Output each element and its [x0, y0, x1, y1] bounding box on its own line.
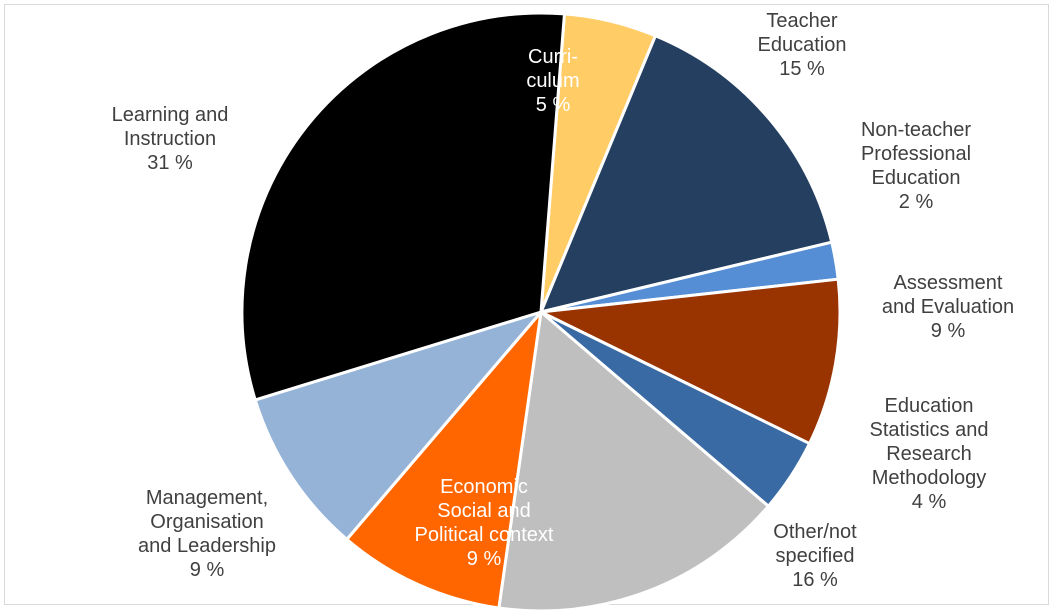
slice-label-line: 5 % [536, 94, 571, 116]
slice-label-line: Education [872, 167, 961, 189]
slice-label-line: and Evaluation [882, 296, 1014, 318]
slice-label: Management, Organisation and Leadership 9 % [138, 487, 276, 581]
pie-slice [539, 34, 834, 314]
slice-label: Other/not specified 16 % [773, 521, 857, 591]
slice-label-line: Education [885, 395, 974, 417]
slice-label-line: Teacher [766, 10, 837, 32]
pie-slice [253, 310, 543, 541]
slice-label: Assessment and Evaluation 9 % [882, 272, 1014, 342]
slice-label-line: 16 % [792, 569, 838, 591]
slice-label-line: 31 % [147, 152, 193, 174]
slice-label-line: specified [776, 545, 855, 567]
slice-label-line: Curri- [528, 46, 578, 68]
slice-label: Non-teacher Professional Education 2 % [861, 119, 971, 213]
slice-label-line: Organisation [150, 511, 263, 533]
slice-label-line: culum [526, 70, 579, 92]
slice-label-line: Learning and [112, 104, 229, 126]
slice-label-line: 15 % [779, 58, 825, 80]
pie-labels: Curri-culum 5 %Teacher Education 15 %Non-te… [112, 10, 1015, 591]
slice-label-line: Other/not [773, 521, 857, 543]
slice-label: Education Statistics and Research Methodolo… [870, 395, 989, 513]
slice-label-line: Professional [861, 143, 971, 165]
slice-label-line: Education [758, 34, 847, 56]
slice-label-line: Research [886, 443, 972, 465]
slice-label-line: 9 % [931, 320, 966, 342]
slice-label-line: 4 % [912, 491, 947, 513]
slice-label-line: Political context [415, 524, 554, 546]
slice-label-line: 9 % [467, 548, 502, 570]
slice-label: Curri-culum 5 % [526, 46, 579, 116]
pie-slices [240, 11, 842, 610]
slice-label-line: and Leadership [138, 535, 276, 557]
pie-slice [497, 310, 770, 610]
slice-label: Learning and Instruction 31 % [112, 104, 229, 174]
slice-label-line: 9 % [190, 559, 225, 581]
slice-label-line: Social and [437, 500, 530, 522]
slice-label-line: Instruction [124, 128, 216, 150]
pie-slice [345, 310, 543, 610]
slice-label-line: Statistics and [870, 419, 989, 441]
pie-slice [240, 11, 566, 402]
slice-label-line: Non-teacher [861, 119, 971, 141]
pie-slice [539, 277, 842, 446]
slice-label: Teacher Education 15 % [758, 10, 847, 80]
slice-label-line: Assessment [894, 272, 1003, 294]
slice-label: Economic Social and Political context 9 % [415, 476, 554, 570]
slice-label-line: 2 % [899, 191, 934, 213]
slice-label-line: Methodology [872, 467, 987, 489]
slice-label-line: Economic [440, 476, 528, 498]
slice-label-line: Management, [146, 487, 268, 509]
